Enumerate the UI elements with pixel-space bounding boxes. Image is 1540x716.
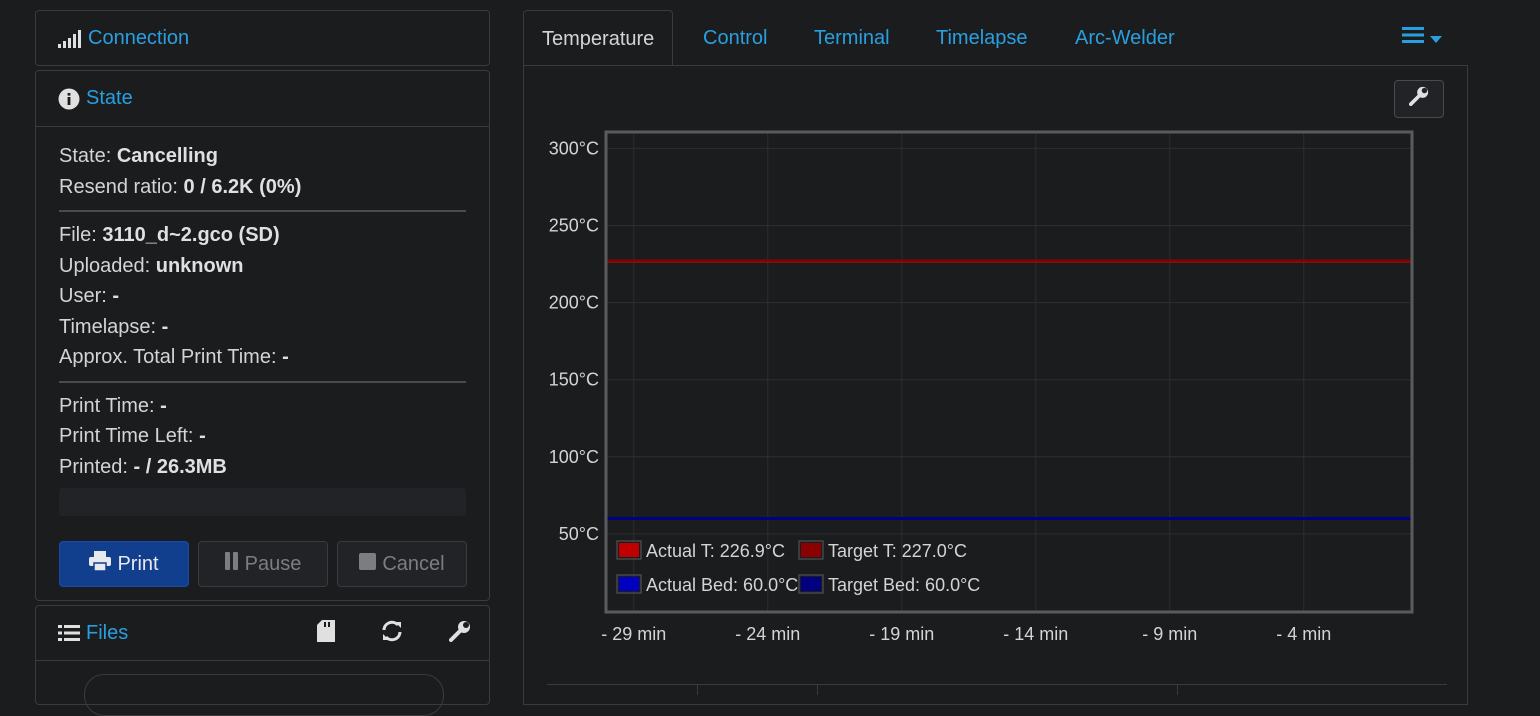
state-title[interactable]: State bbox=[86, 87, 133, 109]
state-line: State: Cancelling bbox=[59, 145, 218, 167]
y-tick-label: 300°C bbox=[549, 138, 599, 158]
resend-ratio-line: Resend ratio: 0 / 6.2K (0%) bbox=[59, 175, 302, 198]
timelapse-line: Timelapse: - bbox=[59, 315, 169, 338]
tab-timelapse[interactable]: Timelapse bbox=[936, 27, 1028, 49]
tab-overflow-menu[interactable] bbox=[1402, 26, 1442, 50]
tab-arc-welder[interactable]: Arc-Welder bbox=[1075, 27, 1175, 49]
refresh-icon[interactable] bbox=[381, 620, 403, 642]
connection-header[interactable]: Connection bbox=[36, 11, 489, 66]
y-tick-label: 250°C bbox=[549, 216, 599, 236]
legend-swatch-border bbox=[798, 540, 824, 560]
legend-swatch bbox=[801, 543, 821, 557]
legend-swatch bbox=[619, 543, 639, 557]
y-tick-label: 50°C bbox=[559, 524, 599, 544]
print-progress-bar bbox=[59, 488, 466, 516]
user-line: User: - bbox=[59, 285, 120, 307]
uploaded-line: Uploaded: unknown bbox=[59, 254, 244, 277]
legend-label: Target T: 227.0°C bbox=[828, 541, 967, 561]
legend-label: Target Bed: 60.0°C bbox=[828, 575, 980, 595]
temperature-chart: 300°C 250°C 200°C 150°C 100°C 50°C - 29 min - … bbox=[549, 130, 1414, 644]
files-title[interactable]: Files bbox=[86, 621, 129, 644]
files-search-input[interactable] bbox=[84, 674, 444, 716]
plot-area bbox=[607, 133, 1411, 611]
state-header[interactable]: State bbox=[36, 71, 489, 127]
signal-icon bbox=[58, 29, 82, 48]
x-tick-label: - 19 min bbox=[869, 624, 934, 644]
plot-frame bbox=[604, 130, 1414, 614]
wrench-icon bbox=[1409, 86, 1429, 112]
legend-label: Actual T: 226.9°C bbox=[646, 541, 785, 561]
list-icon bbox=[58, 624, 80, 642]
pause-button[interactable]: Pause bbox=[198, 541, 328, 587]
legend-swatch-border bbox=[616, 574, 642, 594]
legend-swatch-border bbox=[616, 540, 642, 560]
divider bbox=[59, 380, 466, 383]
x-tick-label: - 9 min bbox=[1142, 624, 1197, 644]
pause-icon bbox=[224, 552, 239, 576]
file-line: File: 3110_d~2.gco (SD) bbox=[59, 224, 280, 246]
y-tick-label: 100°C bbox=[549, 447, 599, 467]
files-header[interactable]: Files bbox=[36, 606, 489, 661]
tab-bar: Temperature Control Terminal Timelapse A… bbox=[523, 10, 1468, 66]
y-tick-label: 200°C bbox=[549, 293, 599, 313]
y-tick-label: 150°C bbox=[549, 370, 599, 390]
print-time-line: Print Time: - bbox=[59, 394, 167, 417]
temperature-table-header bbox=[547, 684, 1447, 695]
print-time-left-line: Print Time Left: - bbox=[59, 425, 206, 447]
x-tick-label: - 24 min bbox=[735, 624, 800, 644]
connection-panel: Connection bbox=[35, 10, 490, 66]
stop-icon bbox=[359, 552, 377, 576]
cancel-button[interactable]: Cancel bbox=[337, 541, 467, 587]
caret-down-icon bbox=[1430, 27, 1442, 50]
legend-label: Actual Bed: 60.0°C bbox=[646, 575, 798, 595]
x-tick-label: - 4 min bbox=[1276, 624, 1331, 644]
legend-swatch bbox=[619, 577, 639, 591]
tab-control[interactable]: Control bbox=[703, 27, 768, 49]
menu-bars-icon bbox=[1402, 26, 1424, 50]
sd-card-icon[interactable] bbox=[317, 620, 335, 642]
tab-terminal[interactable]: Terminal bbox=[814, 27, 890, 49]
total-print-time-line: Approx. Total Print Time: - bbox=[59, 346, 289, 368]
divider bbox=[59, 210, 466, 212]
legend-swatch bbox=[801, 577, 821, 591]
graph-settings-button[interactable] bbox=[1394, 80, 1444, 118]
state-panel: State State: Cancelling Resend ratio: 0 … bbox=[35, 70, 490, 601]
legend-swatch-border bbox=[798, 574, 824, 594]
connection-title[interactable]: Connection bbox=[88, 27, 190, 49]
x-tick-label: - 29 min bbox=[601, 624, 666, 644]
wrench-icon[interactable] bbox=[449, 620, 471, 642]
files-panel: Files bbox=[35, 605, 490, 716]
printed-line: Printed: - / 26.3MB bbox=[59, 455, 227, 478]
printer-icon bbox=[89, 551, 112, 577]
print-button[interactable]: Print bbox=[59, 541, 189, 587]
info-circle-icon bbox=[58, 88, 80, 110]
tab-temperature[interactable]: Temperature bbox=[523, 10, 674, 66]
x-tick-label: - 14 min bbox=[1003, 624, 1068, 644]
